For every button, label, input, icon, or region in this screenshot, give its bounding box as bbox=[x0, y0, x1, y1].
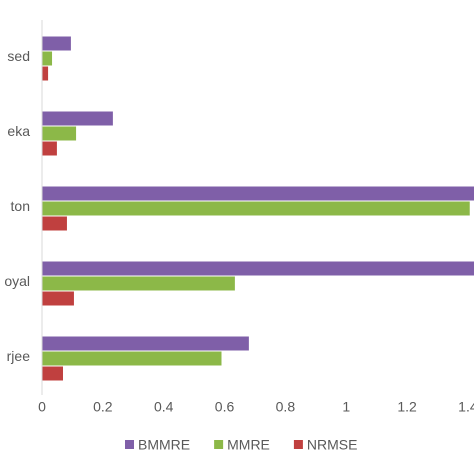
x-tick-label: 0.4 bbox=[154, 399, 174, 415]
bar bbox=[42, 66, 49, 81]
x-tick-label: 1 bbox=[342, 399, 350, 415]
bar bbox=[42, 111, 113, 126]
bar bbox=[42, 276, 235, 291]
legend-swatch bbox=[125, 440, 134, 449]
bar bbox=[42, 186, 474, 201]
x-tick-label: 1.4 bbox=[458, 399, 474, 415]
x-tick-label: 0.6 bbox=[215, 399, 235, 415]
bar bbox=[42, 261, 474, 276]
legend-label: NRMSE bbox=[307, 437, 358, 453]
y-tick-label: oyal bbox=[4, 273, 30, 289]
legend-label: BMMRE bbox=[138, 437, 190, 453]
bar bbox=[42, 141, 57, 156]
bar bbox=[42, 351, 222, 366]
x-tick-label: 1.2 bbox=[397, 399, 417, 415]
bar bbox=[42, 366, 63, 381]
y-tick-label: eka bbox=[7, 123, 30, 139]
x-tick-label: 0.2 bbox=[93, 399, 113, 415]
bar bbox=[42, 216, 67, 231]
bar bbox=[42, 126, 77, 141]
y-tick-label: ton bbox=[11, 198, 30, 214]
y-tick-label: sed bbox=[7, 48, 30, 64]
legend-swatch bbox=[293, 440, 303, 449]
bar bbox=[42, 201, 470, 216]
bar bbox=[42, 36, 71, 51]
legend-label: MMRE bbox=[227, 437, 270, 453]
bar bbox=[42, 51, 53, 66]
y-tick-label: rjee bbox=[7, 348, 31, 364]
bar bbox=[42, 291, 74, 306]
bar bbox=[42, 336, 249, 351]
x-tick-label: 0.8 bbox=[276, 399, 296, 415]
x-tick-label: 0 bbox=[38, 399, 46, 415]
legend-swatch bbox=[214, 440, 224, 449]
